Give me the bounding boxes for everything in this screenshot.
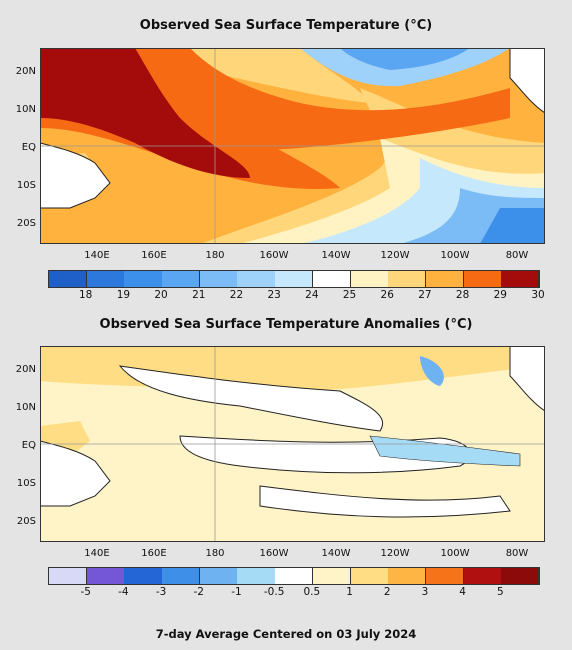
- colorbar-swatch: [49, 271, 88, 287]
- colorbar-swatch: [350, 271, 389, 287]
- anomaly-lat-label: 10S: [16, 478, 36, 489]
- anomaly-lon-label: 160E: [141, 548, 167, 559]
- colorbar-label: 30: [531, 289, 545, 301]
- colorbar-label: 0.5: [303, 586, 321, 598]
- colorbar-swatch: [162, 271, 201, 287]
- sst-lon-label: 80W: [505, 250, 529, 261]
- colorbar-label: 24: [305, 289, 319, 301]
- colorbar-label: 23: [267, 289, 281, 301]
- colorbar-swatch: [501, 568, 540, 584]
- colorbar-label: 3: [421, 586, 429, 598]
- anomaly-lon-label: 120W: [380, 548, 410, 559]
- anomaly-colorbar: [48, 567, 540, 585]
- colorbar-label: -4: [118, 586, 129, 598]
- anomaly-lon-label: 80W: [505, 548, 529, 559]
- sst-title: Observed Sea Surface Temperature (°C): [139, 18, 433, 33]
- sst-lat-label: 20N: [15, 66, 36, 77]
- anomaly-lon-label: 180: [205, 548, 225, 559]
- sst-lat-label: 20S: [16, 218, 36, 229]
- colorbar-swatch: [350, 568, 389, 584]
- colorbar-label: 4: [459, 586, 466, 598]
- colorbar-label: 18: [79, 289, 93, 301]
- colorbar-label: -0.5: [263, 586, 285, 598]
- anomaly-title: Observed Sea Surface Temperature Anomali…: [99, 317, 473, 332]
- colorbar-label: 26: [380, 289, 394, 301]
- sst-lon-label: 140E: [84, 250, 110, 261]
- colorbar-swatch: [312, 271, 352, 287]
- colorbar-swatch: [162, 568, 201, 584]
- colorbar-swatch: [49, 568, 88, 584]
- anomaly-lon-label: 100W: [440, 548, 470, 559]
- colorbar-label: 27: [418, 289, 432, 301]
- sst-lon-label: 160W: [259, 250, 289, 261]
- colorbar-swatch: [275, 271, 314, 287]
- colorbar-swatch: [388, 568, 427, 584]
- anomaly-map-image: [39, 345, 546, 542]
- sst-lon-label: 180: [205, 250, 225, 261]
- sst-lon-label: 140W: [321, 250, 351, 261]
- colorbar-label: 21: [192, 289, 206, 301]
- colorbar-swatch: [425, 271, 465, 287]
- anomaly-lat-label: 20N: [15, 364, 36, 375]
- sst-lon-label: 100W: [440, 250, 470, 261]
- colorbar-swatch: [237, 271, 276, 287]
- sst-colorbar: [48, 270, 540, 288]
- colorbar-label: 22: [229, 289, 244, 301]
- colorbar-label: -1: [231, 586, 242, 598]
- colorbar-label: 28: [455, 289, 470, 301]
- colorbar-swatch: [501, 271, 540, 287]
- colorbar-swatch: [86, 568, 125, 584]
- colorbar-label: -3: [155, 586, 167, 598]
- anomaly-lat-label: 10N: [15, 402, 36, 413]
- colorbar-swatch: [199, 568, 238, 584]
- sst-lon-label: 120W: [380, 250, 410, 261]
- colorbar-swatch: [425, 568, 465, 584]
- sst-lat-label: EQ: [21, 142, 36, 153]
- colorbar-label: 29: [493, 289, 507, 301]
- colorbar-swatch: [199, 271, 238, 287]
- anomaly-map: [39, 345, 546, 542]
- sst-map-image: [39, 47, 546, 244]
- colorbar-label: -5: [80, 586, 91, 598]
- colorbar-swatch: [463, 568, 502, 584]
- colorbar-swatch: [237, 568, 276, 584]
- colorbar-swatch: [463, 271, 502, 287]
- colorbar-label: 19: [116, 289, 131, 301]
- colorbar-swatch: [388, 271, 427, 287]
- anomaly-lon-label: 140W: [321, 548, 351, 559]
- sst-map: [39, 47, 546, 244]
- colorbar-swatch: [275, 568, 314, 584]
- colorbar-label: 25: [342, 289, 357, 301]
- anomaly-lon-label: 140E: [84, 548, 110, 559]
- colorbar-swatch: [124, 568, 163, 584]
- colorbar-swatch: [86, 271, 125, 287]
- colorbar-label: 1: [346, 586, 353, 598]
- sst-lat-label: 10S: [16, 180, 36, 191]
- colorbar-label: 5: [496, 586, 504, 598]
- colorbar-label: 20: [154, 289, 168, 301]
- colorbar-label: 2: [383, 586, 391, 598]
- anomaly-lon-label: 160W: [259, 548, 289, 559]
- colorbar-label: -2: [193, 586, 204, 598]
- anomaly-lat-label: 20S: [16, 516, 36, 527]
- footer-caption: 7-day Average Centered on 03 July 2024: [155, 627, 417, 641]
- sst-lat-label: 10N: [15, 104, 36, 115]
- colorbar-swatch: [312, 568, 352, 584]
- colorbar-swatch: [124, 271, 163, 287]
- sst-lon-label: 160E: [141, 250, 167, 261]
- anomaly-lat-label: EQ: [21, 440, 36, 451]
